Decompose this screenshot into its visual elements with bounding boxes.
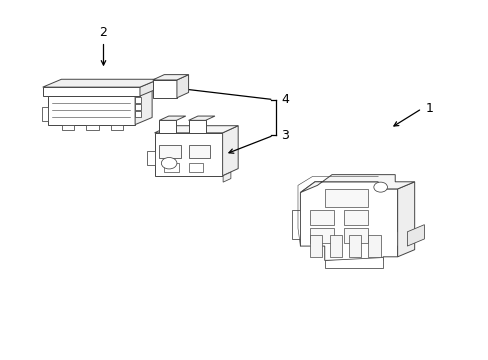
Polygon shape <box>47 96 135 125</box>
Polygon shape <box>135 97 141 103</box>
Polygon shape <box>177 75 188 98</box>
Polygon shape <box>188 145 210 158</box>
Polygon shape <box>62 125 74 130</box>
Polygon shape <box>348 235 361 257</box>
Polygon shape <box>291 210 300 239</box>
Polygon shape <box>324 189 368 207</box>
Text: 2: 2 <box>100 26 107 65</box>
Polygon shape <box>344 228 368 243</box>
Polygon shape <box>135 104 141 111</box>
Polygon shape <box>300 182 407 260</box>
Polygon shape <box>164 163 179 172</box>
Polygon shape <box>111 125 122 130</box>
Text: 4: 4 <box>281 93 288 106</box>
Polygon shape <box>147 151 154 165</box>
Polygon shape <box>329 235 341 257</box>
Polygon shape <box>300 175 414 193</box>
Polygon shape <box>188 120 205 133</box>
Polygon shape <box>152 75 188 80</box>
Polygon shape <box>47 89 152 96</box>
Circle shape <box>161 157 177 169</box>
Polygon shape <box>140 79 159 96</box>
Polygon shape <box>159 145 181 158</box>
Polygon shape <box>309 210 334 225</box>
Polygon shape <box>86 125 99 130</box>
Text: 3: 3 <box>281 129 288 142</box>
Polygon shape <box>324 257 382 267</box>
Polygon shape <box>397 182 414 257</box>
Polygon shape <box>154 133 222 176</box>
Polygon shape <box>159 116 185 120</box>
Polygon shape <box>188 163 203 172</box>
Polygon shape <box>159 120 176 133</box>
Polygon shape <box>309 235 322 257</box>
Polygon shape <box>154 126 238 133</box>
Polygon shape <box>135 89 152 125</box>
Polygon shape <box>188 116 215 120</box>
Polygon shape <box>407 225 424 246</box>
Polygon shape <box>41 107 47 121</box>
Polygon shape <box>309 228 334 243</box>
Polygon shape <box>42 87 140 96</box>
Text: 1: 1 <box>425 102 432 115</box>
Polygon shape <box>152 80 177 98</box>
Polygon shape <box>135 111 141 117</box>
Circle shape <box>373 182 386 192</box>
Polygon shape <box>368 235 380 257</box>
Polygon shape <box>222 126 238 176</box>
Polygon shape <box>42 79 159 87</box>
Polygon shape <box>344 210 368 225</box>
Polygon shape <box>223 172 230 182</box>
